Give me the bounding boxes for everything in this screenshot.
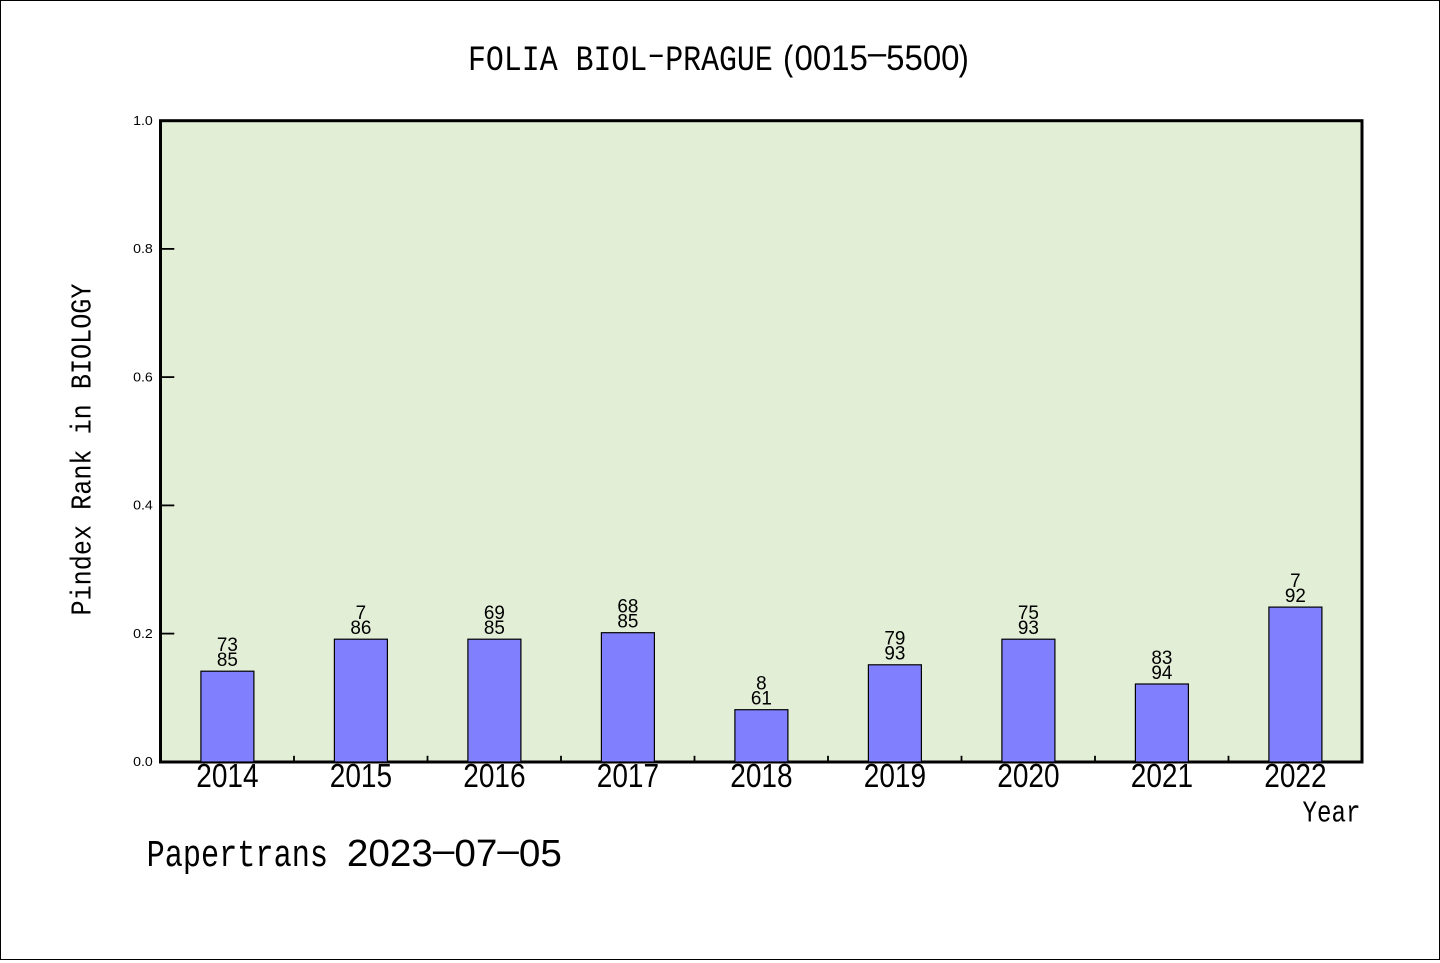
svg-text:2016: 2016 bbox=[463, 757, 525, 794]
svg-text:0.4: 0.4 bbox=[133, 499, 153, 513]
svg-text:Pindex Rank in BIOLOGY: Pindex Rank in BIOLOGY bbox=[67, 284, 100, 616]
svg-text:69: 69 bbox=[484, 602, 505, 624]
svg-text:2018: 2018 bbox=[730, 757, 792, 794]
svg-text:85: 85 bbox=[217, 649, 238, 671]
svg-text:Papertrans: Papertrans bbox=[147, 835, 328, 878]
svg-text:Year: Year bbox=[1303, 797, 1361, 831]
svg-text:68: 68 bbox=[617, 596, 638, 618]
svg-text:7: 7 bbox=[356, 602, 367, 624]
svg-text:83: 83 bbox=[1151, 647, 1172, 669]
svg-text:2023–07–05: 2023–07–05 bbox=[347, 830, 562, 876]
svg-text:0.8: 0.8 bbox=[133, 242, 153, 256]
svg-text:2021: 2021 bbox=[1131, 757, 1193, 794]
svg-text:(: ( bbox=[780, 41, 798, 81]
svg-text:93: 93 bbox=[884, 643, 905, 665]
svg-text:2015: 2015 bbox=[330, 757, 392, 794]
svg-text:86: 86 bbox=[350, 617, 371, 639]
svg-text:8: 8 bbox=[756, 673, 767, 695]
svg-text:2019: 2019 bbox=[864, 757, 926, 794]
svg-text:73: 73 bbox=[217, 634, 238, 656]
svg-text:7: 7 bbox=[1290, 570, 1301, 592]
svg-text:79: 79 bbox=[884, 628, 905, 650]
svg-text:85: 85 bbox=[617, 611, 638, 633]
svg-text:2014: 2014 bbox=[196, 757, 258, 794]
svg-text:93: 93 bbox=[1018, 617, 1039, 639]
svg-text:92: 92 bbox=[1285, 585, 1306, 607]
svg-text:2020: 2020 bbox=[997, 757, 1059, 794]
svg-text:0.0: 0.0 bbox=[133, 755, 153, 769]
svg-text:1.0: 1.0 bbox=[133, 114, 153, 128]
svg-text:94: 94 bbox=[1151, 662, 1172, 684]
svg-text:0.2: 0.2 bbox=[133, 627, 153, 641]
svg-text:0015–5500: 0015–5500 bbox=[795, 34, 960, 79]
svg-text:2017: 2017 bbox=[597, 757, 659, 794]
svg-text:85: 85 bbox=[484, 617, 505, 639]
svg-text:75: 75 bbox=[1018, 602, 1039, 624]
svg-text:): ) bbox=[954, 41, 972, 81]
svg-text:FOLIA BIOL–PRAGUE: FOLIA BIOL–PRAGUE bbox=[468, 36, 773, 81]
svg-text:61: 61 bbox=[751, 687, 772, 709]
svg-text:0.6: 0.6 bbox=[133, 370, 153, 384]
svg-text:2022: 2022 bbox=[1264, 757, 1326, 794]
